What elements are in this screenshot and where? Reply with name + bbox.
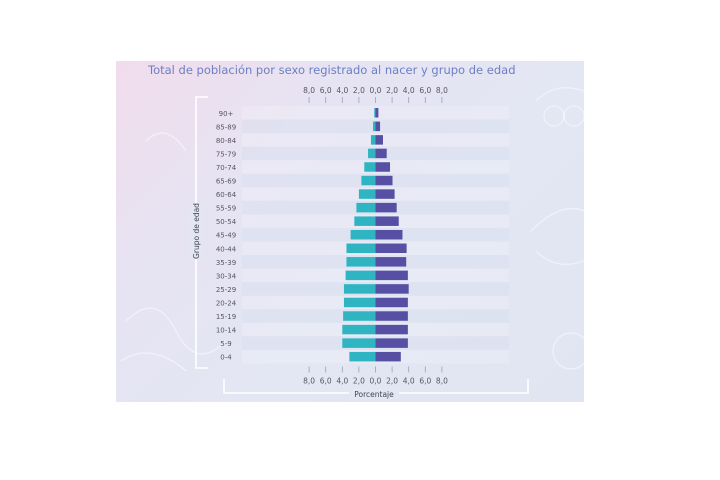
bar-male	[345, 270, 376, 281]
bar-male	[370, 135, 376, 145]
tick-label-top: 6,0	[320, 86, 332, 95]
category-label: 45-49	[216, 232, 236, 240]
bar-female	[375, 148, 387, 159]
bar-male	[343, 284, 376, 294]
tick-label-top: 8,0	[436, 86, 448, 95]
category-label: 90+	[219, 110, 234, 118]
bar-female	[375, 243, 407, 254]
tick-label-bottom: 4,0	[403, 376, 415, 385]
bar-male	[346, 243, 376, 254]
category-label: 85-89	[216, 123, 236, 131]
category-label: 65-69	[216, 178, 236, 186]
bar-female	[375, 229, 403, 240]
bar-male	[350, 229, 376, 240]
tick-label-bottom: 4,0	[336, 376, 348, 385]
bar-male	[346, 257, 376, 267]
category-label: 10-14	[216, 327, 237, 335]
bar-female	[375, 189, 395, 199]
category-label: 15-19	[216, 313, 236, 321]
chart-card: Total de población por sexo registrado a…	[116, 61, 584, 402]
tick-label-top: 4,0	[336, 86, 348, 95]
bar-female	[375, 162, 391, 172]
bar-male	[342, 338, 376, 348]
tick-label-bottom: 6,0	[419, 376, 431, 385]
bar-female	[375, 108, 379, 118]
category-label: 75-79	[216, 150, 236, 158]
bar-male	[358, 189, 376, 199]
axis-titles: Porcentaje Grupo de edad	[190, 203, 399, 399]
category-label: 40-44	[216, 245, 237, 253]
bar-female	[375, 202, 397, 213]
bar-female	[375, 175, 393, 186]
bar-female	[375, 135, 383, 145]
category-label: 20-24	[216, 299, 237, 307]
category-label: 30-34	[216, 272, 237, 280]
tick-label-top: 2,0	[353, 86, 365, 95]
bar-male	[373, 121, 376, 132]
bar-male	[342, 324, 376, 335]
category-label: 60-64	[216, 191, 237, 199]
tick-label-bottom: 8,0	[436, 376, 448, 385]
category-label: 0-4	[220, 354, 232, 362]
category-labels: 90+ 85-89 80-84 75-79 70-74 65-69 60-64 55-59 50…	[216, 110, 237, 362]
bottom-tick-labels: 8,0 6,0 4,0 2,0 0,0 2,0 4,0 6,0 8,0	[303, 376, 448, 385]
axis-ticks	[308, 97, 443, 373]
bar-female	[375, 284, 409, 294]
x-axis-title: Porcentaje	[354, 390, 394, 399]
bar-male	[364, 162, 376, 172]
tick-label-bottom: 6,0	[320, 376, 332, 385]
bar-female	[375, 324, 408, 335]
bar-male	[374, 108, 376, 118]
tick-label-bottom: 2,0	[353, 376, 365, 385]
bar-female	[375, 270, 408, 281]
bar-male	[354, 216, 376, 226]
bar-male	[343, 311, 376, 321]
bar-female	[375, 216, 399, 226]
bar-female	[375, 297, 408, 308]
bar-male	[343, 297, 376, 308]
bar-male	[361, 175, 376, 186]
tick-label-top: 4,0	[403, 86, 415, 95]
xlabel-bg	[349, 388, 399, 399]
chart-title: Total de población por sexo registrado a…	[148, 63, 516, 77]
category-label: 5-9	[220, 340, 231, 348]
tick-label-top: 8,0	[303, 86, 315, 95]
category-label: 70-74	[216, 164, 237, 172]
tick-label-top: 0,0	[370, 86, 382, 95]
bar-male	[368, 148, 376, 159]
tick-label-bottom: 2,0	[386, 376, 398, 385]
category-label: 35-39	[216, 259, 236, 267]
category-label: 25-29	[216, 286, 236, 294]
bar-male	[349, 351, 376, 362]
category-label: 80-84	[216, 137, 237, 145]
bar-female	[375, 121, 381, 132]
bar-female	[375, 257, 407, 267]
background-decoration	[120, 87, 584, 372]
ylabel-bg	[190, 203, 202, 259]
category-label: 55-59	[216, 205, 236, 213]
tick-label-bottom: 0,0	[370, 376, 382, 385]
tick-label-top: 6,0	[419, 86, 431, 95]
bar-male	[356, 202, 376, 213]
tick-label-bottom: 8,0	[303, 376, 315, 385]
category-label: 50-54	[216, 218, 237, 226]
bar-female	[375, 351, 401, 362]
y-axis-title: Grupo de edad	[192, 203, 201, 259]
population-pyramid-chart: 90+ 85-89 80-84 75-79 70-74 65-69 60-64 55-59 50…	[190, 86, 529, 399]
bar-female	[375, 338, 408, 348]
bars-layer	[342, 108, 409, 362]
tick-label-top: 2,0	[386, 86, 398, 95]
top-tick-labels: 8,0 6,0 4,0 2,0 0,0 2,0 4,0 6,0 8,0	[303, 86, 448, 95]
bar-female	[375, 311, 408, 321]
